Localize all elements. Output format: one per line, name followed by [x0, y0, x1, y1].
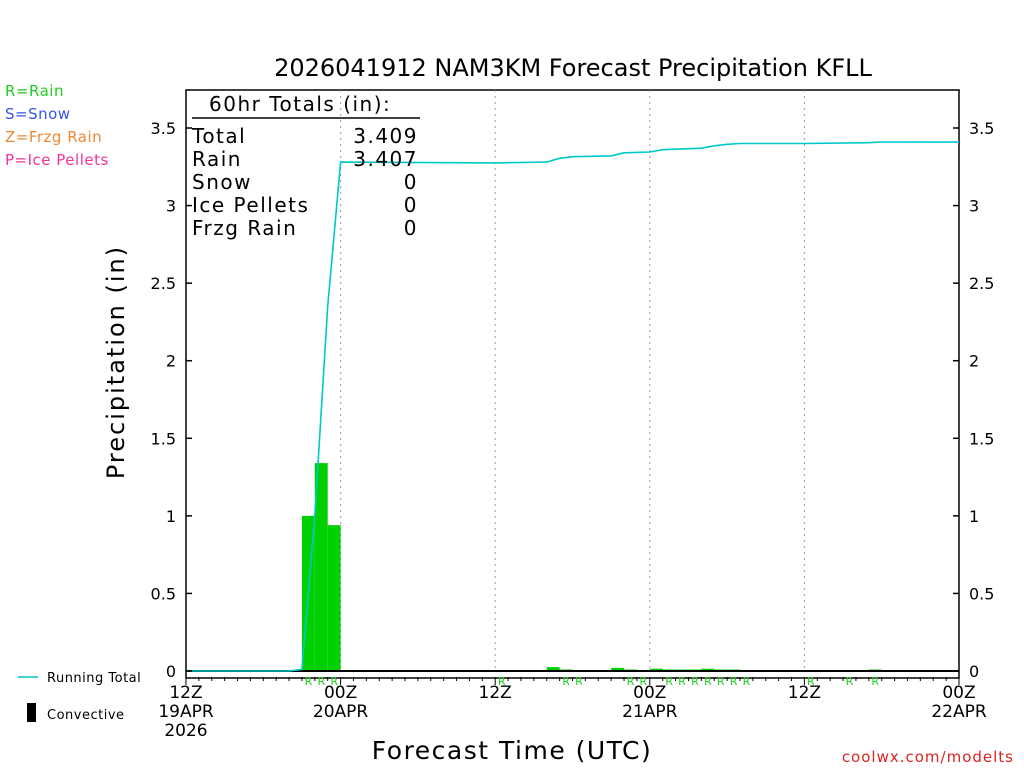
type-marker-15: R: [807, 675, 815, 688]
type-marker-14: R: [743, 675, 751, 688]
type-marker-2: R: [330, 675, 338, 688]
totals-rows: Total 3.409 Rain 3.407 Snow 0 Ice Pellets 0 Frzg…: [191, 124, 418, 240]
x-tick-label-3-0: 00Z: [633, 683, 666, 703]
x-axis-label: Forecast Time (UTC): [372, 736, 652, 765]
rain-bar-7: [649, 668, 663, 671]
totals-label-1: Rain: [192, 147, 242, 171]
x-tick-label-2-0: 12Z: [479, 683, 512, 703]
totals-box: 60hr Totals (in): Total 3.409 Rain 3.407 Sno…: [191, 92, 420, 240]
y-tick-label-left-2: 1: [166, 507, 176, 526]
credit-text: coolwx.com/modelts: [842, 748, 1014, 766]
precip-type-legend: R=Rain S=Snow Z=Frzg Rain P=Ice Pellets: [5, 82, 109, 169]
y-tick-label-right-7: 3.5: [969, 119, 994, 138]
legend-type-0: R=Rain: [5, 82, 64, 100]
y-tick-label-left-4: 2: [166, 352, 176, 371]
y-tick-label-right-0: 0: [969, 662, 979, 681]
y-tick-label-left-1: 0.5: [151, 584, 176, 603]
x-tick-label-1-1: 20APR: [313, 702, 369, 722]
legend-convective-swatch: [27, 703, 36, 722]
type-marker-10: R: [691, 675, 699, 688]
rain-bar-11: [701, 668, 715, 671]
totals-header: 60hr Totals (in):: [209, 92, 391, 116]
y-tick-label-right-5: 2.5: [969, 274, 994, 293]
y-tick-label-right-3: 1.5: [969, 429, 994, 448]
type-marker-5: R: [575, 675, 583, 688]
type-marker-17: R: [871, 675, 879, 688]
type-marker-16: R: [846, 675, 854, 688]
type-marker-7: R: [640, 675, 648, 688]
chart-title: 2026041912 NAM3KM Forecast Precipitation…: [274, 54, 872, 82]
totals-value-2: 0: [404, 170, 418, 194]
y-axis-left: 0 0.5 1 1.5 2 2.5 3 3.5: [151, 119, 192, 681]
totals-value-1: 3.407: [353, 147, 418, 171]
rain-bar-2: [327, 525, 341, 671]
gridlines: [340, 90, 805, 671]
type-marker-3: R: [498, 675, 506, 688]
x-tick-label-4-0: 12Z: [788, 683, 821, 703]
x-tick-label-1-0: 00Z: [324, 683, 357, 703]
y-tick-label-right-6: 3: [969, 197, 979, 216]
x-tick-label-0-0: 12Z: [169, 683, 202, 703]
totals-value-3: 0: [404, 193, 418, 217]
type-marker-11: R: [704, 675, 712, 688]
legend-convective-text: Convective: [47, 708, 125, 723]
rain-bar-5: [611, 667, 625, 671]
type-marker-6: R: [627, 675, 635, 688]
y-tick-label-right-2: 1: [969, 507, 979, 526]
type-marker-13: R: [730, 675, 738, 688]
x-tick-label-3-1: 21APR: [622, 702, 678, 722]
type-marker-4: R: [562, 675, 570, 688]
type-marker-12: R: [717, 675, 725, 688]
totals-value-4: 0: [404, 216, 418, 240]
y-axis-right: 0 0.5 1 1.5 2 2.5 3 3.5: [953, 119, 994, 681]
totals-label-0: Total: [191, 124, 246, 148]
totals-label-3: Ice Pellets: [192, 193, 309, 217]
y-tick-label-left-7: 3.5: [151, 119, 176, 138]
totals-value-0: 3.409: [353, 124, 418, 148]
rain-bars: [301, 463, 882, 671]
y-axis-label: Precipitation (in): [102, 245, 130, 479]
legend-type-3: P=Ice Pellets: [5, 151, 109, 169]
legend-type-1: S=Snow: [5, 105, 71, 123]
legend-type-2: Z=Frzg Rain: [5, 128, 102, 146]
y-tick-label-left-3: 1.5: [151, 429, 176, 448]
x-tick-label-5-0: 00Z: [942, 683, 975, 703]
x-tick-label-0-1: 19APR: [158, 702, 214, 722]
totals-label-2: Snow: [192, 170, 252, 194]
line-legend: Running Total Convective: [18, 671, 141, 723]
y-tick-label-left-6: 3: [166, 197, 176, 216]
type-marker-9: R: [678, 675, 686, 688]
rain-bar-1: [314, 463, 328, 671]
y-tick-label-left-0: 0: [166, 662, 176, 681]
type-marker-8: R: [665, 675, 673, 688]
x-tick-label-0-2: 2026: [164, 721, 207, 741]
type-marker-0: R: [305, 675, 313, 688]
y-tick-label-left-5: 2.5: [151, 274, 176, 293]
x-tick-label-5-1: 22APR: [931, 702, 987, 722]
running-total-line: [186, 141, 960, 672]
legend-running-total-text: Running Total: [47, 671, 141, 686]
type-marker-1: R: [317, 675, 325, 688]
y-tick-label-right-4: 2: [969, 352, 979, 371]
totals-label-4: Frzg Rain: [192, 216, 297, 240]
rain-bar-3: [546, 667, 560, 671]
y-tick-label-right-1: 0.5: [969, 584, 994, 603]
